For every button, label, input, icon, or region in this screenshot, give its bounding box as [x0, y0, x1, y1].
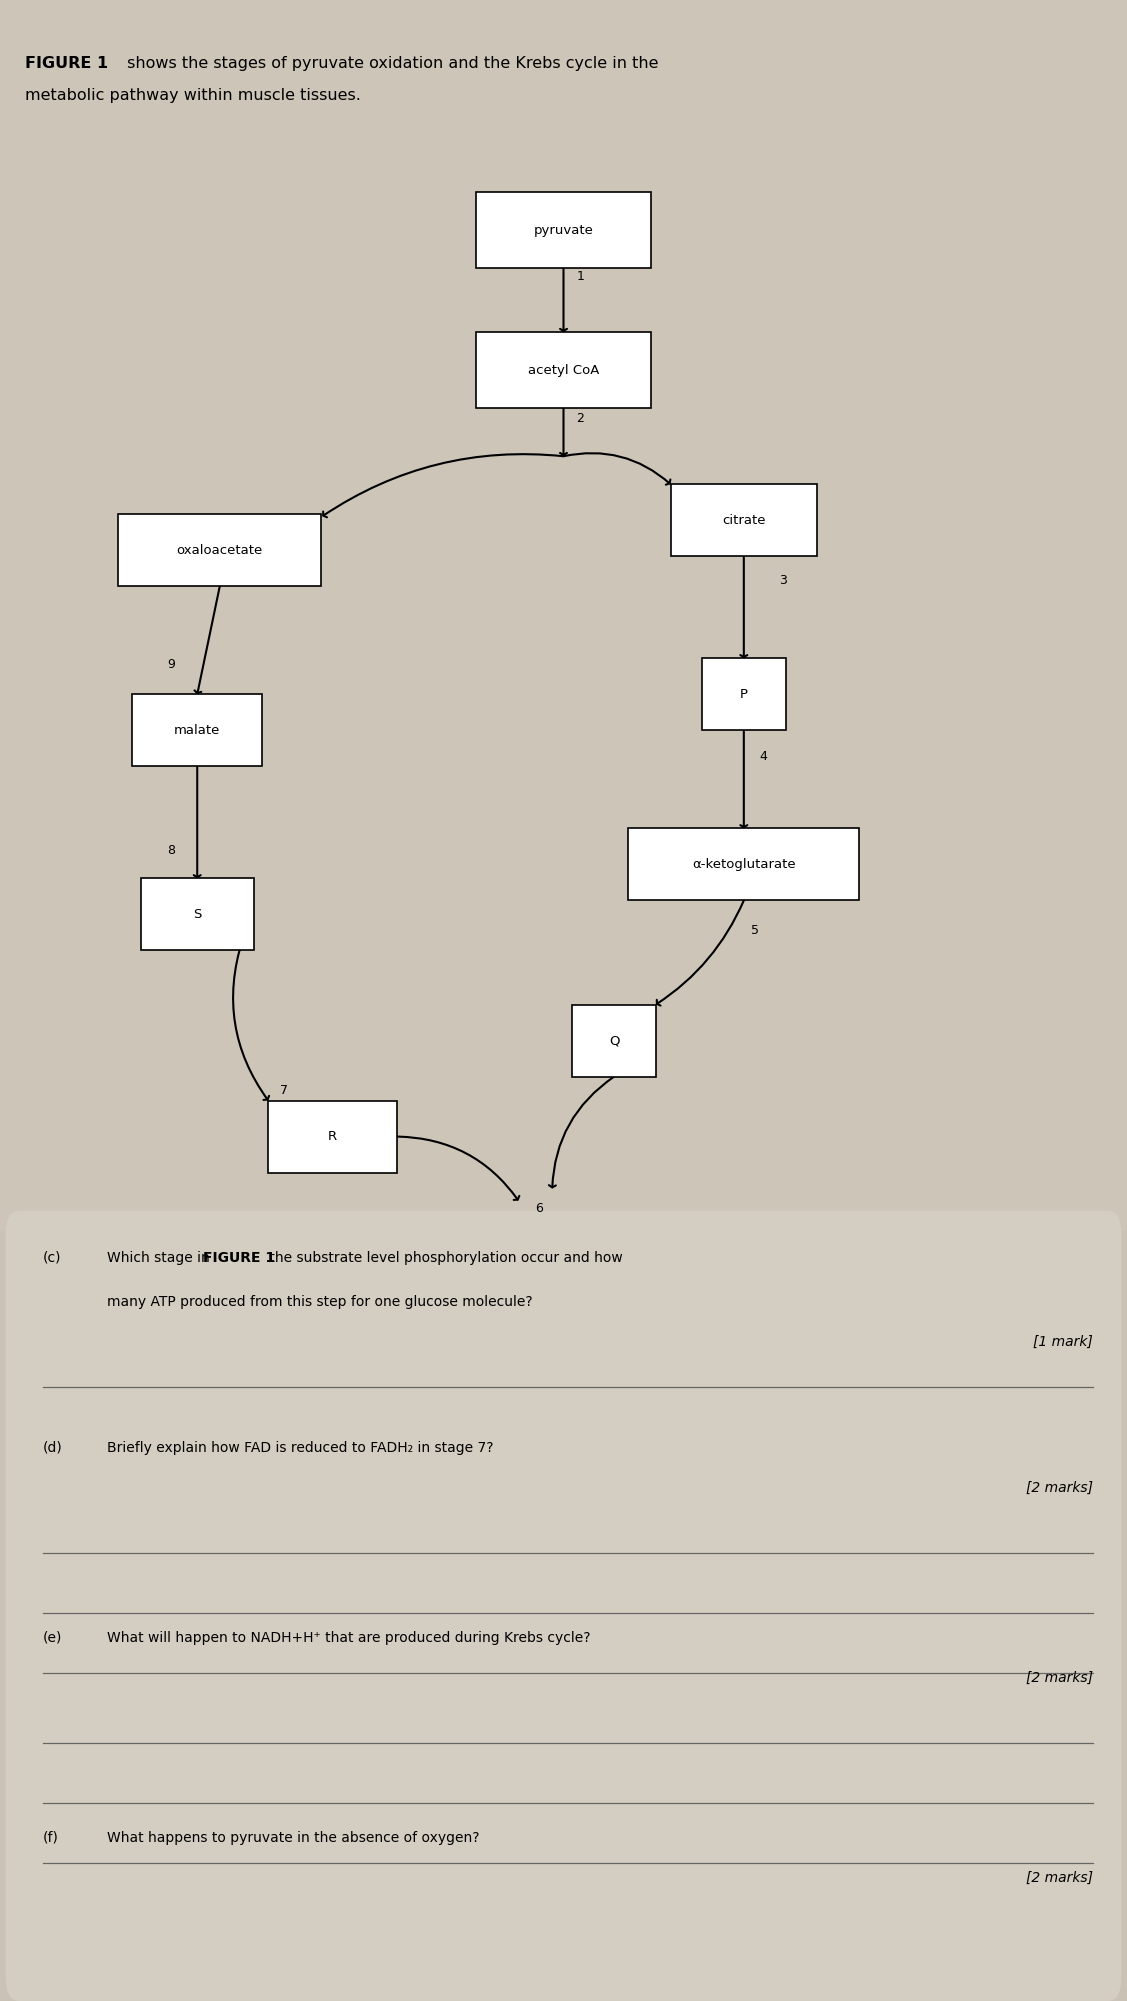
- FancyBboxPatch shape: [671, 484, 817, 556]
- FancyBboxPatch shape: [0, 0, 1127, 1231]
- Text: What will happen to NADH+H⁺ that are produced during Krebs cycle?: What will happen to NADH+H⁺ that are pro…: [107, 1631, 591, 1645]
- Text: acetyl CoA: acetyl CoA: [527, 364, 600, 376]
- Text: 6: 6: [535, 1203, 542, 1215]
- FancyBboxPatch shape: [268, 1101, 397, 1173]
- Text: 1: 1: [577, 270, 584, 282]
- Text: many ATP produced from this step for one glucose molecule?: many ATP produced from this step for one…: [107, 1295, 533, 1309]
- Text: 5: 5: [751, 924, 760, 936]
- Text: 3: 3: [780, 574, 787, 586]
- FancyBboxPatch shape: [6, 1211, 1121, 2001]
- Text: [2 marks]: [2 marks]: [1027, 1871, 1093, 1885]
- Text: R: R: [328, 1131, 337, 1143]
- Text: (e): (e): [43, 1631, 62, 1645]
- Text: Q: Q: [609, 1035, 620, 1047]
- Text: FIGURE 1: FIGURE 1: [25, 56, 108, 70]
- FancyBboxPatch shape: [629, 828, 859, 900]
- Text: oxaloacetate: oxaloacetate: [177, 544, 263, 556]
- Text: α-ketoglutarate: α-ketoglutarate: [692, 858, 796, 870]
- Text: [2 marks]: [2 marks]: [1027, 1671, 1093, 1685]
- Text: P: P: [739, 688, 748, 700]
- Text: citrate: citrate: [722, 514, 765, 526]
- Text: the substrate level phosphorylation occur and how: the substrate level phosphorylation occu…: [265, 1251, 622, 1265]
- FancyBboxPatch shape: [118, 514, 321, 586]
- Text: Which stage in: Which stage in: [107, 1251, 214, 1265]
- FancyBboxPatch shape: [133, 694, 261, 766]
- Text: What happens to pyruvate in the absence of oxygen?: What happens to pyruvate in the absence …: [107, 1831, 480, 1845]
- Text: [1 mark]: [1 mark]: [1033, 1335, 1093, 1349]
- Text: pyruvate: pyruvate: [533, 224, 594, 236]
- Text: shows the stages of pyruvate oxidation and the Krebs cycle in the: shows the stages of pyruvate oxidation a…: [122, 56, 658, 70]
- FancyBboxPatch shape: [141, 878, 254, 950]
- Text: Briefly explain how FAD is reduced to FADH₂ in stage 7?: Briefly explain how FAD is reduced to FA…: [107, 1441, 494, 1455]
- Text: malate: malate: [174, 724, 221, 736]
- FancyBboxPatch shape: [701, 658, 787, 730]
- FancyBboxPatch shape: [476, 332, 651, 408]
- FancyBboxPatch shape: [573, 1005, 656, 1077]
- Text: (c): (c): [43, 1251, 61, 1265]
- Text: 9: 9: [168, 658, 175, 670]
- Text: 4: 4: [760, 750, 766, 762]
- Text: (d): (d): [43, 1441, 63, 1455]
- Text: metabolic pathway within muscle tissues.: metabolic pathway within muscle tissues.: [25, 88, 361, 102]
- Text: 8: 8: [167, 844, 176, 856]
- FancyBboxPatch shape: [476, 192, 651, 268]
- Text: [2 marks]: [2 marks]: [1027, 1481, 1093, 1495]
- Text: 2: 2: [577, 412, 584, 424]
- Text: S: S: [193, 908, 202, 920]
- Text: FIGURE 1: FIGURE 1: [203, 1251, 275, 1265]
- Text: 7: 7: [279, 1085, 289, 1097]
- Text: (f): (f): [43, 1831, 59, 1845]
